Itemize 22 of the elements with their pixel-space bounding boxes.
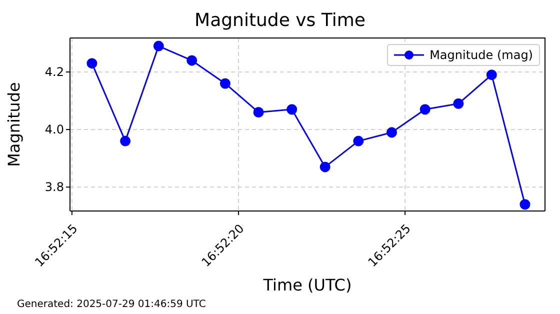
point <box>386 127 397 138</box>
point <box>286 104 298 115</box>
point <box>253 107 264 118</box>
text: Generated: 2025-07-29 01:46:59 UTC <box>17 299 206 310</box>
point <box>220 78 230 89</box>
point <box>353 136 364 146</box>
point <box>320 162 330 172</box>
y-tick-label: 3.8 <box>44 180 64 194</box>
point <box>86 58 98 69</box>
point <box>420 104 430 115</box>
point <box>520 199 530 210</box>
point <box>486 70 497 80</box>
y-tick-label: 4.0 <box>44 122 64 137</box>
y-tick-label: 4.2 <box>44 64 64 79</box>
point <box>453 98 464 109</box>
chart-title: Magnitude vs Time <box>194 10 366 31</box>
legend-label: Magnitude (mag) <box>430 48 533 62</box>
point <box>153 40 164 52</box>
point <box>186 55 198 66</box>
x-axis-title: Time (UTC) <box>262 275 352 294</box>
y-axis-title: Magnitude <box>4 82 24 167</box>
point <box>120 136 131 146</box>
